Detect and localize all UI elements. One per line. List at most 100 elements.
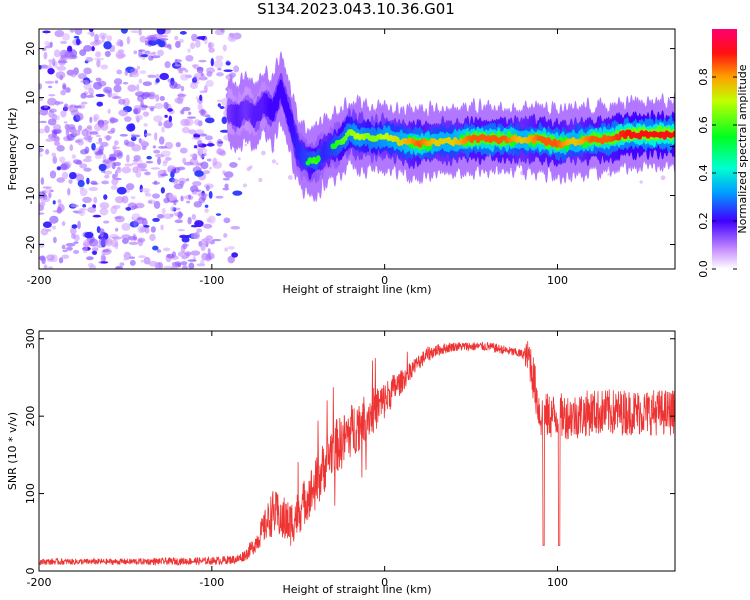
noise-blob <box>177 251 187 257</box>
noise-blob <box>119 133 128 137</box>
noise-blob <box>100 261 109 264</box>
noise-blob <box>136 65 141 70</box>
noise-blob <box>47 97 57 106</box>
noise-blob <box>65 247 73 251</box>
noise-blob <box>197 102 203 111</box>
noise-blob <box>156 249 162 253</box>
noise-blob <box>100 64 109 70</box>
noise-blob <box>140 259 144 263</box>
noise-blob <box>168 115 173 123</box>
noise-blob <box>178 70 184 74</box>
noise-blob <box>80 79 90 84</box>
snr-ticks: -200 -100 0 100 0 100 200 300 <box>24 328 675 589</box>
noise-blob <box>44 80 55 84</box>
noise-blob <box>211 238 222 242</box>
colorbar-label: Normalized spectral amplitude <box>736 64 749 233</box>
noise-blob <box>91 46 95 52</box>
noise-blob <box>47 67 55 75</box>
noise-blob <box>63 121 68 124</box>
noise-blob <box>182 243 188 250</box>
noise-blob <box>166 253 175 259</box>
y-tick-label: 10 <box>24 91 37 105</box>
noise-blob <box>146 155 152 160</box>
noise-blob <box>187 48 191 53</box>
noise-blob <box>154 262 160 269</box>
noise-blob <box>68 171 77 180</box>
noise-blob <box>159 95 165 102</box>
noise-blob <box>49 170 57 179</box>
spectrogram-x-axis-label: Height of straight line (km) <box>282 283 431 296</box>
noise-blob <box>217 103 221 107</box>
noise-blob <box>129 71 140 78</box>
noise-blob <box>126 154 130 163</box>
noise-blob <box>68 179 73 184</box>
noise-blob <box>195 39 201 48</box>
noise-blob <box>126 123 136 132</box>
noise-blob <box>139 70 147 75</box>
noise-blob <box>163 265 173 269</box>
y-tick-label: 100 <box>24 483 37 504</box>
noise-blob <box>114 196 125 204</box>
noise-blob <box>108 153 117 162</box>
noise-blob <box>123 257 128 261</box>
noise-blob <box>138 255 146 259</box>
noise-blob <box>97 149 104 155</box>
noise-blob <box>198 192 208 198</box>
noise-blob <box>110 127 116 133</box>
noise-blob <box>39 83 43 90</box>
noise-blob <box>206 143 215 147</box>
noise-blob <box>145 52 153 56</box>
noise-blob <box>163 120 173 129</box>
noise-blob <box>206 158 212 162</box>
noise-blob <box>138 29 142 36</box>
noise-blob <box>83 167 92 172</box>
noise-speck <box>276 162 279 165</box>
noise-blob <box>224 171 234 179</box>
noise-blob <box>214 29 225 36</box>
noise-blob <box>184 69 189 73</box>
noise-blob <box>207 215 216 224</box>
noise-blob <box>80 149 89 155</box>
noise-blob <box>52 156 58 164</box>
noise-blob <box>158 40 166 48</box>
noise-blob <box>118 98 126 105</box>
noise-blob <box>197 139 203 147</box>
noise-blob <box>162 160 169 164</box>
noise-blob <box>221 116 228 125</box>
noise-blob <box>110 185 119 190</box>
noise-blob <box>201 238 211 242</box>
noise-blob <box>42 30 51 34</box>
noise-blob <box>164 157 172 161</box>
noise-blob <box>118 109 129 117</box>
noise-blob <box>164 61 171 69</box>
noise-blob <box>81 101 88 105</box>
noise-blob <box>60 40 67 45</box>
noise-blob <box>123 116 132 122</box>
noise-blob <box>170 206 175 212</box>
noise-blob <box>135 114 144 121</box>
colorbar-tick-label: 0.0 <box>697 260 710 278</box>
noise-blob <box>192 181 202 187</box>
noise-blob <box>162 247 171 252</box>
noise-speck <box>639 180 643 184</box>
noise-blob <box>84 231 94 239</box>
noise-blob <box>45 187 52 194</box>
noise-blob <box>125 206 132 211</box>
noise-blob <box>89 264 96 269</box>
ridge-cell <box>342 135 348 142</box>
noise-blob <box>143 256 151 265</box>
noise-blob <box>209 166 213 170</box>
noise-blob <box>181 236 190 243</box>
noise-blob <box>82 196 92 204</box>
noise-blob <box>190 250 201 256</box>
spectrogram-frame <box>38 28 676 270</box>
noise-blob <box>85 57 94 63</box>
noise-blob <box>39 128 45 134</box>
noise-blob <box>115 51 125 60</box>
noise-blob <box>150 55 161 59</box>
noise-blob <box>56 115 60 121</box>
noise-blob <box>133 219 138 228</box>
noise-blob <box>132 107 141 115</box>
noise-blob <box>219 150 227 157</box>
noise-blob <box>159 72 169 81</box>
